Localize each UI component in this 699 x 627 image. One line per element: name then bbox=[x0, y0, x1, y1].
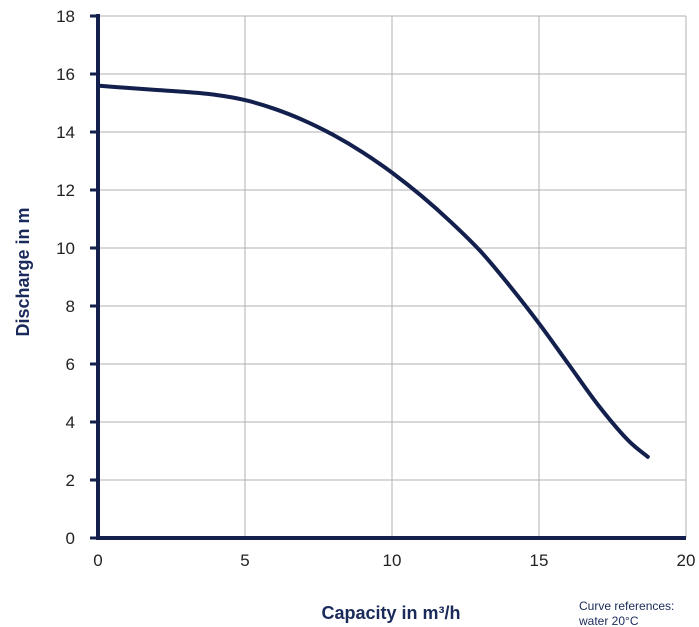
y-tick-label: 2 bbox=[66, 471, 75, 490]
series-line-head-curve bbox=[96, 83, 650, 459]
x-axis-title: Capacity in m³/h bbox=[321, 603, 460, 623]
y-tick-label: 12 bbox=[56, 181, 75, 200]
y-tick-label: 8 bbox=[66, 297, 75, 316]
y-tick-labels: 0 2 4 6 8 10 12 14 16 18 bbox=[56, 7, 75, 548]
x-tick-labels: 0 5 10 15 20 bbox=[93, 551, 695, 570]
y-tick-label: 18 bbox=[56, 7, 75, 26]
grid-lines bbox=[90, 14, 687, 540]
curve-references-label: Curve references: bbox=[579, 599, 675, 613]
x-tick-label: 10 bbox=[383, 551, 402, 570]
y-tick-label: 6 bbox=[66, 355, 75, 374]
x-tick-label: 0 bbox=[93, 551, 102, 570]
axes bbox=[96, 14, 686, 540]
y-tick-label: 10 bbox=[56, 239, 75, 258]
x-tick-label: 5 bbox=[240, 551, 249, 570]
x-tick-label: 15 bbox=[530, 551, 549, 570]
y-tick-label: 16 bbox=[56, 65, 75, 84]
y-tick-label: 4 bbox=[66, 413, 75, 432]
y-tick-label: 0 bbox=[66, 529, 75, 548]
y-tick-label: 14 bbox=[56, 123, 75, 142]
x-tick-label: 20 bbox=[677, 551, 696, 570]
y-axis-title: Discharge in m bbox=[13, 207, 33, 336]
curve-references-medium: water 20°C bbox=[579, 614, 639, 627]
curve-references-note: Curve references: water 20°C bbox=[579, 599, 699, 627]
